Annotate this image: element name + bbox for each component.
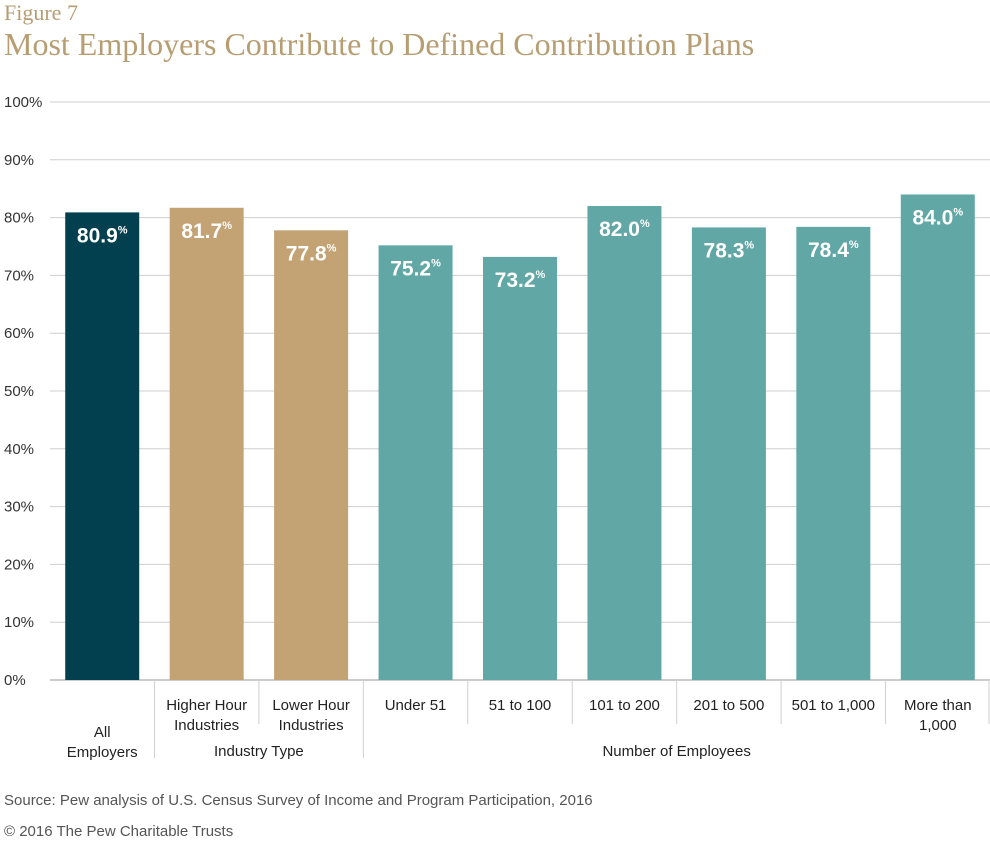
- x-tick-label: 201 to 500: [693, 697, 764, 714]
- x-tick-label: 101 to 200: [589, 697, 660, 714]
- bar: [900, 194, 975, 681]
- bar-chart: 0% 10% 20% 30% 40% 50% 60% 70% 80% 90% 100% 80.9% Al…: [4, 94, 990, 761]
- x-tick-label: Under 51: [385, 697, 447, 714]
- group-label: Industry Type: [214, 743, 304, 760]
- x-tick-label: Industries: [279, 717, 344, 734]
- data-label: 78.3%: [704, 239, 755, 262]
- data-label: 84.0%: [912, 206, 963, 229]
- bar: [483, 256, 557, 680]
- y-tick-label: 20%: [4, 556, 34, 573]
- chart-title: Most Employers Contribute to Defined Con…: [4, 26, 755, 62]
- bar: [274, 230, 349, 681]
- x-tick-label: Higher Hour: [166, 697, 247, 714]
- data-label: 75.2%: [390, 257, 441, 280]
- data-label: 82.0%: [599, 218, 650, 241]
- bar: [378, 245, 453, 680]
- copyright-note: © 2016 The Pew Charitable Trusts: [4, 823, 234, 840]
- group-label: Number of Employees: [602, 743, 750, 760]
- x-tick-label: All: [94, 724, 111, 741]
- y-tick-label: 50%: [4, 383, 34, 400]
- x-tick-label: Employers: [67, 744, 138, 761]
- y-tick-label: 30%: [4, 499, 34, 516]
- data-label: 78.4%: [808, 239, 859, 262]
- data-label: 77.8%: [286, 242, 337, 265]
- y-tick-label: 40%: [4, 441, 34, 458]
- x-tick-label: Lower Hour: [272, 697, 350, 714]
- bar: [691, 227, 766, 680]
- x-tick-label: 51 to 100: [489, 697, 552, 714]
- data-label: 73.2%: [495, 269, 546, 292]
- bar: [587, 206, 662, 681]
- y-tick-label: 80%: [4, 210, 34, 227]
- x-tick-label: 501 to 1,000: [792, 697, 875, 714]
- data-label: 80.9%: [77, 224, 128, 247]
- bar: [65, 212, 140, 680]
- x-tick-label: 1,000: [919, 717, 957, 734]
- figure-label: Figure 7: [4, 0, 78, 25]
- bar: [796, 226, 871, 680]
- y-tick-label: 60%: [4, 325, 34, 342]
- x-tick-label: More than: [904, 697, 972, 714]
- y-tick-label: 70%: [4, 267, 34, 284]
- data-label: 81.7%: [181, 220, 232, 243]
- bar: [169, 207, 244, 681]
- y-tick-label: 0%: [4, 672, 26, 689]
- y-tick-label: 90%: [4, 152, 34, 169]
- x-tick-label: Industries: [174, 717, 239, 734]
- source-note: Source: Pew analysis of U.S. Census Surv…: [4, 792, 593, 809]
- y-tick-label: 10%: [4, 614, 34, 631]
- y-tick-label: 100%: [4, 94, 42, 111]
